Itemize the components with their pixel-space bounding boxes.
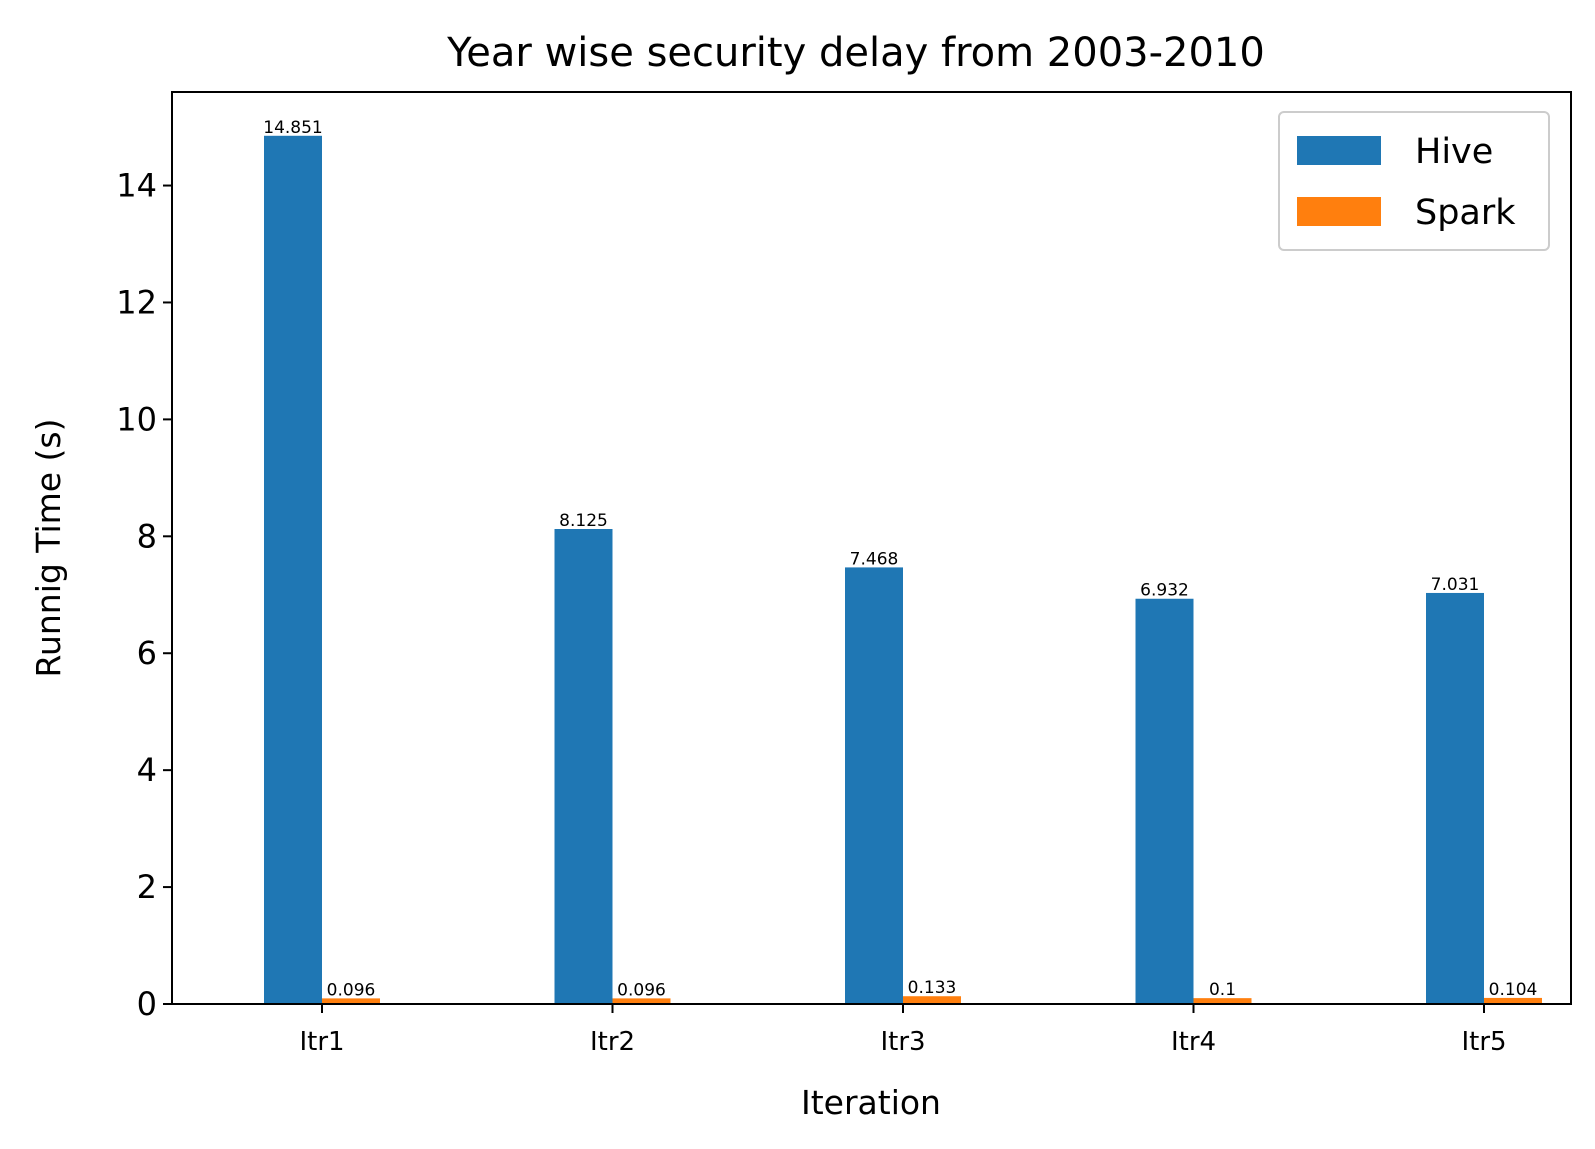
value-label-hive-itr4: 6.932	[1140, 581, 1189, 601]
y-axis-label: Runnig Time (s)	[29, 419, 68, 678]
x-tick-label-itr4: Itr4	[1171, 1027, 1216, 1057]
bar-spark-itr5	[1484, 997, 1542, 1004]
y-tick-label-2: 2	[137, 868, 157, 906]
x-tick-label-itr5: Itr5	[1461, 1027, 1506, 1057]
value-label-spark-itr2: 0.096	[617, 980, 666, 1000]
y-tick-label-8: 8	[137, 517, 157, 555]
y-tick-label-4: 4	[137, 751, 157, 789]
bar-spark-itr4	[1193, 998, 1252, 1004]
y-tick-label-14: 14	[116, 167, 157, 205]
plot-frame	[171, 91, 1572, 1005]
bar-spark-itr2	[612, 998, 671, 1004]
bar-hive-itr1	[264, 135, 322, 1004]
bar-spark-itr3	[903, 996, 961, 1004]
legend-swatch-hive	[1297, 136, 1381, 165]
bar-hive-itr4	[1135, 598, 1194, 1004]
value-label-spark-itr4: 0.1	[1209, 980, 1236, 1000]
value-label-spark-itr3: 0.133	[908, 978, 957, 998]
legend-swatch-spark	[1297, 197, 1381, 226]
y-tick-label-12: 12	[116, 283, 157, 321]
value-labels-group: 14.851 8.125 7.468 6.932 7.031 0.096 0.096 0.13…	[263, 118, 1537, 1001]
value-label-spark-itr5: 0.104	[1489, 980, 1538, 1000]
legend-label-hive: Hive	[1415, 132, 1493, 172]
bar-hive-itr5	[1426, 592, 1484, 1004]
chart-title: Year wise security delay from 2003-2010	[446, 30, 1265, 76]
value-label-spark-itr1: 0.096	[327, 980, 376, 1000]
y-tick-label-0: 0	[137, 985, 157, 1023]
value-label-hive-itr1: 14.851	[263, 118, 322, 138]
x-axis-label: Iteration	[801, 1083, 941, 1122]
x-tick-label-itr2: Itr2	[590, 1027, 635, 1057]
x-tick-label-itr3: Itr3	[880, 1027, 925, 1057]
y-tick-label-6: 6	[137, 634, 157, 672]
bar-spark-itr1	[322, 998, 380, 1004]
value-label-hive-itr3: 7.468	[850, 549, 899, 569]
y-tick-label-10: 10	[116, 400, 157, 438]
bars-group	[264, 135, 1542, 1004]
x-tick-label-itr1: Itr1	[299, 1027, 344, 1057]
bar-hive-itr3	[845, 567, 903, 1004]
y-axis: 0 2 4 6 8 10 12 14	[116, 167, 172, 1023]
x-axis: Itr1 Itr2 Itr3 Itr4 Itr5	[299, 1004, 1507, 1057]
value-label-hive-itr5: 7.031	[1431, 575, 1480, 595]
legend: Hive Spark	[1278, 111, 1550, 251]
value-label-hive-itr2: 8.125	[559, 511, 608, 531]
bar-hive-itr2	[554, 529, 613, 1004]
legend-label-spark: Spark	[1415, 193, 1516, 233]
